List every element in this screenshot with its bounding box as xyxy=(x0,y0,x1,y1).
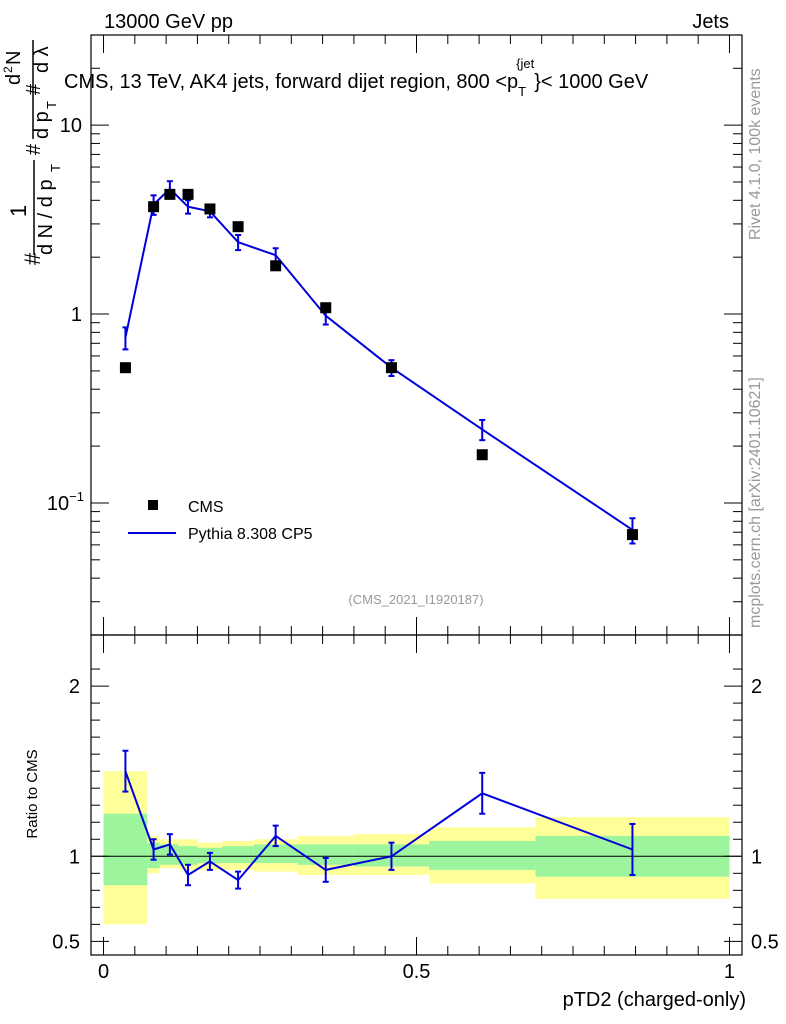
ratio-band-inner xyxy=(178,846,198,865)
ratio-y-tick-label-right: 2 xyxy=(751,676,762,698)
cms-data-point xyxy=(385,362,397,374)
ratio-ylabel: Ratio to CMS xyxy=(24,749,41,838)
cms-data-point xyxy=(232,221,244,233)
main-y-tick-label: 10 xyxy=(60,115,82,137)
legend-cms-marker xyxy=(148,500,158,510)
cms-data-point xyxy=(626,529,638,541)
svg-text:d λ: d λ xyxy=(31,46,53,73)
legend-cms-label: CMS xyxy=(188,499,224,516)
mc-line xyxy=(124,187,634,531)
ratio-band-inner xyxy=(222,846,254,864)
ratio-frame xyxy=(90,634,743,956)
main-frame xyxy=(90,34,743,636)
side-mcplots: mcplots.cern.ch [arXiv:2401.10621] xyxy=(747,377,764,628)
main-y-tick-label: 1 xyxy=(71,304,82,326)
x-tick-label: 0 xyxy=(98,961,109,983)
main-ylabel: # 1 d N / d p T # d 2 N d p T # d λ xyxy=(1,40,63,265)
cms-data-point xyxy=(164,188,176,200)
svg-text:N: N xyxy=(3,51,25,65)
cms-data-point xyxy=(182,188,194,200)
svg-text:T: T xyxy=(48,164,63,172)
svg-text:2: 2 xyxy=(1,66,15,73)
header-left: 13000 GeV pp xyxy=(104,11,233,33)
legend-mc-label: Pythia 8.308 CP5 xyxy=(188,526,313,543)
x-tick-label: 0.5 xyxy=(403,961,431,983)
cms-data-point xyxy=(320,302,332,314)
header-right: Jets xyxy=(692,11,729,33)
ratio-y-tick-label: 1 xyxy=(69,846,80,868)
ratio-y-tick-label-right: 0.5 xyxy=(751,931,779,953)
side-rivet: Rivet 4.1.0, 100k events xyxy=(747,68,764,240)
ratio-band-inner xyxy=(103,813,148,886)
svg-text:d p: d p xyxy=(31,111,53,139)
main-y-tick-label: 10−1 xyxy=(47,489,84,515)
ratio-y-tick-label-right: 1 xyxy=(751,846,762,868)
svg-text:T: T xyxy=(44,101,59,109)
svg-text:#: # xyxy=(23,83,45,95)
xlabel: pTD2 (charged-only) xyxy=(563,989,746,1011)
ratio-y-tick-label: 0.5 xyxy=(52,931,80,953)
analysis-watermark: (CMS_2021_I1920187) xyxy=(348,592,483,607)
cms-data-point xyxy=(119,362,131,374)
x-tick-label: 1 xyxy=(724,961,735,983)
svg-text:#: # xyxy=(23,143,45,155)
cms-data-point xyxy=(148,201,160,213)
main-title: CMS, 13 TeV, AK4 jets, forward dijet reg… xyxy=(64,56,649,99)
cms-data-point xyxy=(270,260,282,272)
ratio-band-inner xyxy=(429,840,536,870)
svg-text:#: # xyxy=(20,252,45,265)
legend: CMS Pythia 8.308 CP5 xyxy=(128,499,313,543)
cms-data-point xyxy=(476,449,488,461)
svg-text:1: 1 xyxy=(6,205,31,217)
cms-data-point xyxy=(204,203,216,215)
svg-text:d N / d p: d N / d p xyxy=(35,179,57,255)
svg-text:d: d xyxy=(3,74,25,85)
ratio-y-tick-label: 2 xyxy=(69,676,80,698)
